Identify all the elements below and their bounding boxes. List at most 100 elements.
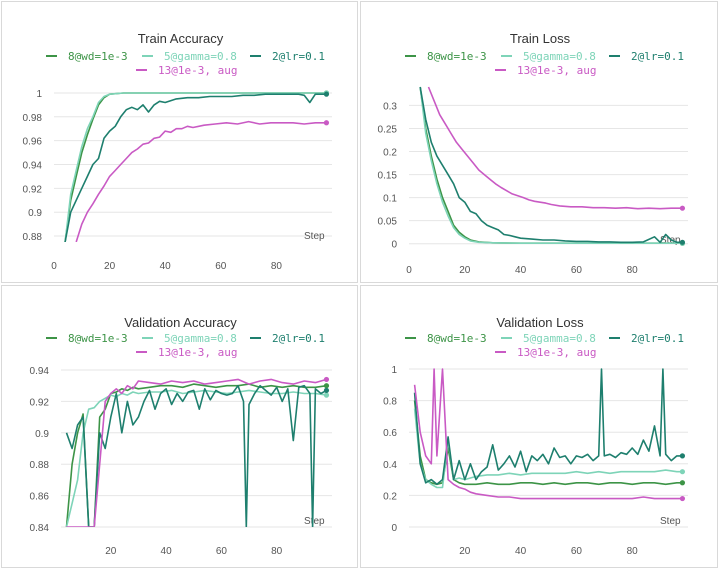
series-line-gamma [413, 408, 683, 489]
chart-title: Train Loss [510, 31, 571, 46]
series-line-wd [413, 400, 683, 486]
x-tick-label: 40 [515, 265, 527, 276]
x-tick-label: 40 [161, 546, 173, 557]
y-tick-label: 0.1 [383, 194, 397, 205]
y-tick-label: 0 [391, 240, 397, 251]
x-tick-label: 60 [215, 261, 227, 272]
legend-label: 13@1e-3, aug [158, 346, 237, 359]
legend-label: 5@gamma=0.8 [523, 50, 596, 63]
chart-panel-validation-accuracy: Validation Accuracy 8@wd=1e-3 5@gamma=0.8 2… [1, 285, 358, 568]
series-endpoint-aug [679, 205, 686, 211]
series-line-lr [64, 93, 327, 242]
y-tick-label: 0.96 [23, 137, 43, 148]
y-tick-label: 0.84 [30, 523, 50, 534]
y-tick-label: 0.6 [383, 428, 397, 439]
series-endpoint-lr [323, 387, 330, 394]
series-endpoint-gamma [323, 392, 330, 398]
series-line-gamma [419, 86, 683, 244]
x-axis-label: Step [304, 516, 325, 527]
y-tick-label: 0.98 [23, 113, 43, 124]
series-endpoint-gamma [679, 469, 686, 475]
legend-label: 8@wd=1e-3 [68, 50, 128, 63]
y-tick-label: 0.4 [383, 460, 397, 471]
legend-label: 13@1e-3, aug [158, 64, 237, 77]
series-line-lr [65, 384, 327, 527]
legend-label: 2@lr=0.1 [272, 332, 325, 345]
series-line-lr [419, 86, 683, 244]
chart-svg: Validation Loss 8@wd=1e-3 5@gamma=0.8 2@lr=… [383, 315, 688, 557]
series-endpoint-wd [679, 480, 686, 486]
x-tick-label: 40 [160, 261, 172, 272]
legend-label: 5@gamma=0.8 [164, 50, 237, 63]
y-tick-label: 0.88 [23, 232, 43, 243]
y-tick-label: 0.25 [378, 124, 398, 135]
legend-label: 8@wd=1e-3 [427, 50, 487, 63]
y-tick-label: 0.2 [383, 148, 397, 159]
series-line-wd [64, 92, 327, 242]
x-tick-label: 40 [515, 546, 527, 557]
series-line-aug [66, 378, 327, 527]
chart-panel-train-loss: Train Loss 8@wd=1e-3 5@gamma=0.8 2@lr=0.1 13… [360, 1, 718, 283]
series-endpoint-lr [323, 91, 330, 97]
y-tick-label: 0.05 [378, 217, 398, 228]
series-line-gamma [65, 389, 327, 527]
series-line-aug [413, 368, 683, 500]
chart-title: Validation Accuracy [124, 315, 237, 330]
legend-label: 2@lr=0.1 [631, 332, 684, 345]
legend-label: 8@wd=1e-3 [68, 332, 128, 345]
x-tick-label: 60 [216, 546, 228, 557]
legend-label: 8@wd=1e-3 [427, 332, 487, 345]
y-tick-label: 0.92 [30, 397, 50, 408]
y-tick-label: 0.8 [383, 397, 397, 408]
y-tick-label: 0.92 [23, 184, 43, 195]
y-tick-label: 0.9 [35, 429, 49, 440]
x-tick-label: 20 [104, 261, 116, 272]
y-tick-label: 0.15 [378, 171, 398, 182]
y-tick-label: 1 [36, 89, 42, 100]
chart-svg: Train Accuracy 8@wd=1e-3 5@gamma=0.8 2@lr=0… [23, 31, 332, 272]
x-tick-label: 80 [627, 265, 639, 276]
series-line-aug [75, 120, 327, 242]
y-tick-label: 1 [391, 365, 397, 376]
x-tick-label: 80 [271, 261, 283, 272]
x-tick-label: 80 [627, 546, 639, 557]
y-tick-label: 0.88 [30, 460, 50, 471]
x-tick-label: 20 [105, 546, 117, 557]
x-axis-label: Step [304, 231, 325, 242]
legend-label: 2@lr=0.1 [631, 50, 684, 63]
series-line-gamma [64, 92, 327, 242]
chart-title: Validation Loss [496, 315, 584, 330]
series-endpoint-aug [323, 376, 330, 383]
series-endpoint-wd [323, 383, 330, 389]
chart-svg: Train Loss 8@wd=1e-3 5@gamma=0.8 2@lr=0.1 13… [378, 31, 688, 276]
x-axis-label: Step [660, 235, 681, 246]
x-tick-label: 20 [459, 265, 471, 276]
x-tick-label: 20 [459, 546, 471, 557]
chart-panel-validation-loss: Validation Loss 8@wd=1e-3 5@gamma=0.8 2@lr=… [360, 285, 718, 568]
legend-label: 13@1e-3, aug [517, 346, 596, 359]
y-tick-label: 0.86 [30, 492, 50, 503]
x-axis-label: Step [660, 516, 681, 527]
y-tick-label: 0.9 [28, 208, 42, 219]
series-line-aug [427, 86, 683, 210]
chart-panel-train-accuracy: Train Accuracy 8@wd=1e-3 5@gamma=0.8 2@lr=0… [1, 1, 358, 283]
chart-title: Train Accuracy [138, 31, 224, 46]
y-tick-label: 0 [391, 523, 397, 534]
legend-label: 2@lr=0.1 [272, 50, 325, 63]
legend-label: 5@gamma=0.8 [523, 332, 596, 345]
legend-label: 13@1e-3, aug [517, 64, 596, 77]
y-tick-label: 0.2 [383, 491, 397, 502]
x-tick-label: 80 [271, 546, 283, 557]
series-endpoint-lr [679, 453, 686, 459]
series-line-lr [413, 368, 683, 486]
x-tick-label: 60 [571, 546, 583, 557]
series-line-wd [65, 383, 327, 527]
legend-label: 5@gamma=0.8 [164, 332, 237, 345]
x-tick-label: 60 [571, 265, 583, 276]
series-endpoint-aug [323, 120, 330, 126]
y-tick-label: 0.3 [383, 101, 397, 112]
y-tick-label: 0.94 [30, 366, 50, 377]
x-tick-label: 0 [406, 265, 412, 276]
series-line-wd [419, 86, 683, 244]
series-endpoint-lr [679, 239, 686, 245]
